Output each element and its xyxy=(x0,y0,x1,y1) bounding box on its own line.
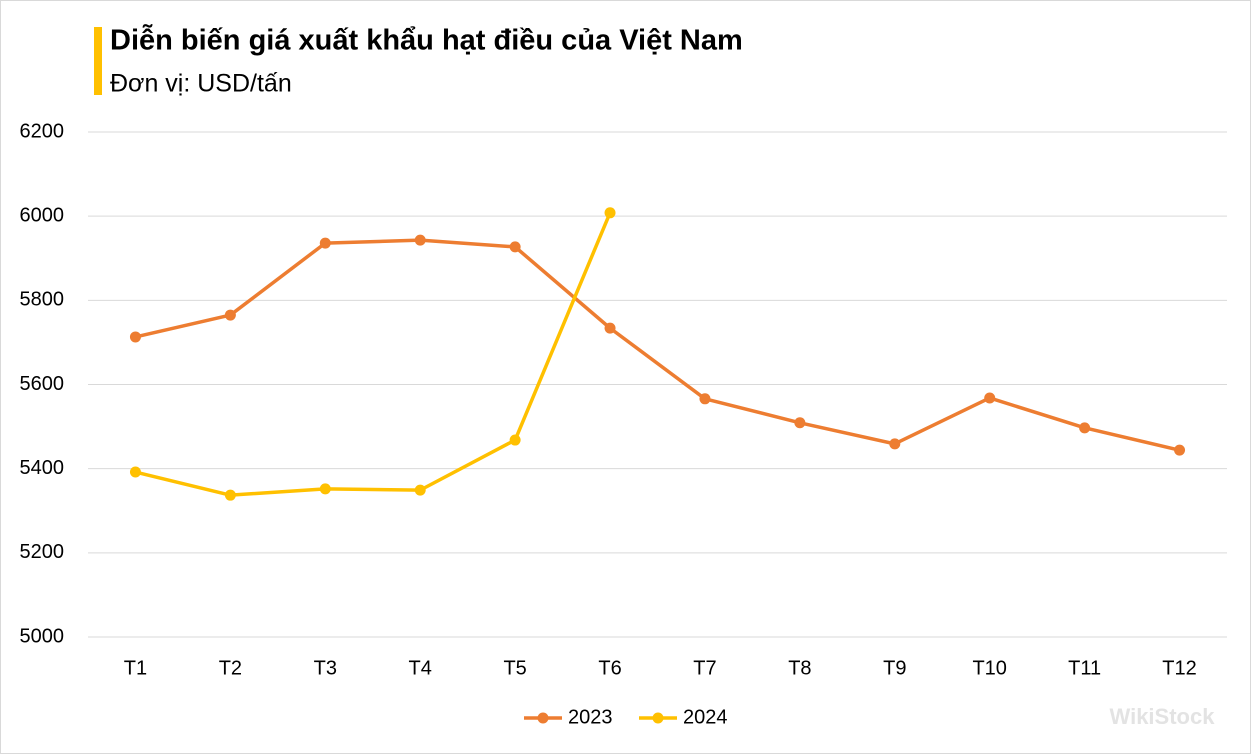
data-point xyxy=(1079,422,1091,434)
y-tick-label: 5800 xyxy=(20,289,65,311)
data-point xyxy=(604,322,616,334)
y-tick-label: 6200 xyxy=(20,120,65,142)
data-point xyxy=(319,483,331,495)
x-tick-label: T1 xyxy=(124,657,147,679)
x-tick-label: T11 xyxy=(1068,657,1101,679)
data-point xyxy=(414,484,426,496)
y-tick-label: 5200 xyxy=(20,541,65,563)
x-tick-label: T7 xyxy=(693,657,716,679)
data-point xyxy=(224,309,236,321)
x-tick-label: T5 xyxy=(503,657,526,679)
legend-marker xyxy=(652,712,664,724)
title-accent xyxy=(94,27,102,95)
x-tick-label: T6 xyxy=(598,657,621,679)
x-tick-label: T9 xyxy=(883,657,906,679)
series-line xyxy=(135,212,612,497)
data-point xyxy=(509,434,521,446)
data-point xyxy=(889,438,901,450)
chart-subtitle: Đơn vị: USD/tấn xyxy=(110,70,292,98)
chart-title: Diễn biến giá xuất khẩu hạt điều của Việ… xyxy=(110,23,743,57)
data-point xyxy=(604,207,616,219)
watermark: WikiStock xyxy=(1110,704,1216,729)
legend-label: 2023 xyxy=(568,706,613,728)
data-point xyxy=(794,417,806,429)
data-point xyxy=(319,237,331,249)
data-point xyxy=(129,331,141,343)
y-tick-label: 6000 xyxy=(20,204,65,226)
data-point xyxy=(984,392,996,404)
x-tick-label: T2 xyxy=(219,657,242,679)
y-tick-label: 5000 xyxy=(20,625,65,647)
legend-label: 2024 xyxy=(683,706,728,728)
data-point xyxy=(414,234,426,246)
data-point xyxy=(699,393,711,405)
y-tick-label: 5400 xyxy=(20,457,65,479)
x-tick-label: T4 xyxy=(409,657,432,679)
x-tick-label: T10 xyxy=(972,657,1006,679)
data-point xyxy=(224,489,236,501)
series-line xyxy=(135,238,1180,452)
y-tick-label: 5600 xyxy=(20,373,65,395)
legend-marker xyxy=(537,712,549,724)
data-point xyxy=(509,241,521,253)
data-point xyxy=(129,466,141,478)
x-tick-label: T8 xyxy=(788,657,811,679)
data-point xyxy=(1174,444,1186,456)
x-tick-label: T3 xyxy=(314,657,337,679)
x-tick-label: T12 xyxy=(1162,657,1196,679)
